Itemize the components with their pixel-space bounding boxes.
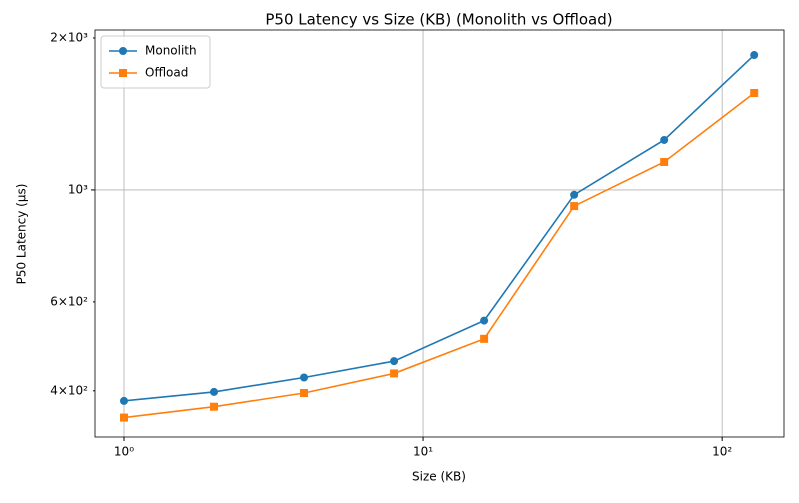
marker (210, 387, 219, 396)
y-tick-label: 2×10³ (50, 30, 88, 44)
marker (119, 413, 128, 422)
series-line (123, 54, 755, 402)
x-tick-label: 10⁰ (114, 445, 134, 459)
y-tick-label: 10³ (68, 182, 88, 196)
legend-marker (119, 47, 127, 55)
marker (210, 402, 219, 411)
series (119, 51, 759, 405)
x-tick-label: 10¹ (413, 445, 433, 459)
x-axis-label: Size (KB) (412, 470, 466, 484)
y-axis-label: P50 Latency (μs) (15, 184, 29, 285)
series (119, 88, 759, 422)
marker (660, 135, 669, 144)
marker (390, 357, 399, 366)
legend-label: Monolith (145, 44, 197, 58)
legend-marker (119, 69, 127, 77)
marker (300, 389, 309, 398)
plot-frame (94, 29, 785, 438)
legend-box (100, 35, 211, 89)
marker (119, 396, 128, 405)
legend-label: Offload (145, 66, 188, 80)
y-tick-label: 4×10² (50, 383, 88, 397)
marker (660, 157, 669, 166)
series-line (123, 92, 755, 419)
marker (570, 190, 579, 199)
marker (480, 316, 489, 325)
marker (300, 373, 309, 382)
marker (480, 334, 489, 343)
y-tick-label: 6×10² (50, 294, 88, 308)
marker (750, 88, 759, 97)
marker (390, 369, 399, 378)
marker (570, 202, 579, 211)
chart-title: P50 Latency vs Size (KB) (Monolith vs Of… (265, 11, 612, 29)
marker (750, 51, 759, 60)
x-tick-label: 10² (712, 445, 732, 459)
